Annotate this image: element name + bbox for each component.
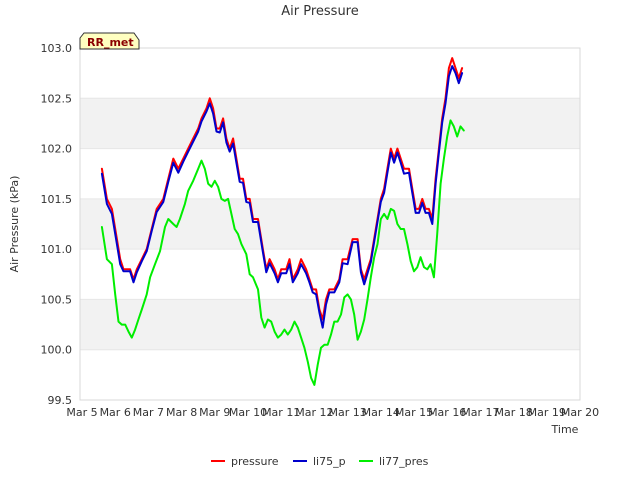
site-badge-box xyxy=(79,32,140,50)
x-tick-label: Mar 6 xyxy=(100,406,131,419)
x-tick-label: Mar 15 xyxy=(395,406,433,419)
site-badge-label: RR_met xyxy=(87,36,134,49)
legend-item-li75_p[interactable]: li75_p xyxy=(293,455,346,468)
x-tick-label: Mar 8 xyxy=(166,406,197,419)
plot-frame xyxy=(79,47,581,401)
x-tick-label: Mar 13 xyxy=(328,406,366,419)
x-tick-label: Mar 20 xyxy=(561,406,599,419)
legend: pressure li75_p li77_pres xyxy=(211,455,429,468)
series-line-li75_p xyxy=(100,65,464,329)
y-tick-label: 102.5 xyxy=(41,92,73,105)
y-tick-label: 99.5 xyxy=(48,394,73,407)
x-tick-label: Mar 14 xyxy=(362,406,400,419)
legend-label-pressure: pressure xyxy=(231,455,279,468)
y-tick-label: 101.0 xyxy=(41,243,73,256)
background-band xyxy=(80,299,580,350)
background-band xyxy=(80,98,580,149)
legend-label-li75_p: li75_p xyxy=(313,455,346,468)
y-tick-labels: 99.5 100.0 100.5 101.0 101.5 102.0 102.5 103.0 xyxy=(41,42,73,407)
background-bands xyxy=(80,98,580,350)
x-tick-label: Mar 9 xyxy=(199,406,230,419)
series-line-li77_pres xyxy=(100,119,465,386)
x-axis-title: Time xyxy=(551,423,579,436)
y-axis-title: Air Pressure (kPa) xyxy=(8,176,21,273)
x-tick-label: Mar 7 xyxy=(133,406,164,419)
series-layer xyxy=(100,57,465,386)
y-tick-label: 102.0 xyxy=(41,143,73,156)
y-tick-label: 101.5 xyxy=(41,193,73,206)
y-tick-label: 100.5 xyxy=(41,293,73,306)
x-tick-label: Mar 10 xyxy=(229,406,267,419)
legend-item-pressure[interactable]: pressure xyxy=(211,455,279,468)
background-band xyxy=(80,198,580,250)
x-tick-label: Mar 5 xyxy=(66,406,97,419)
x-tick-label: Mar 16 xyxy=(428,406,466,419)
site-badge: RR_met xyxy=(79,32,140,50)
x-tick-label: Mar 17 xyxy=(461,406,499,419)
legend-label-li77_pres: li77_pres xyxy=(379,455,429,468)
x-tick-label: Mar 12 xyxy=(295,406,333,419)
x-tick-label: Mar 19 xyxy=(528,406,566,419)
chart-title: Air Pressure xyxy=(281,4,359,19)
x-tick-label: Mar 11 xyxy=(262,406,300,419)
x-tick-label: Mar 18 xyxy=(494,406,532,419)
y-tick-label: 103.0 xyxy=(41,42,73,55)
legend-item-li77_pres[interactable]: li77_pres xyxy=(359,455,429,468)
y-tick-label: 100.0 xyxy=(41,344,73,357)
